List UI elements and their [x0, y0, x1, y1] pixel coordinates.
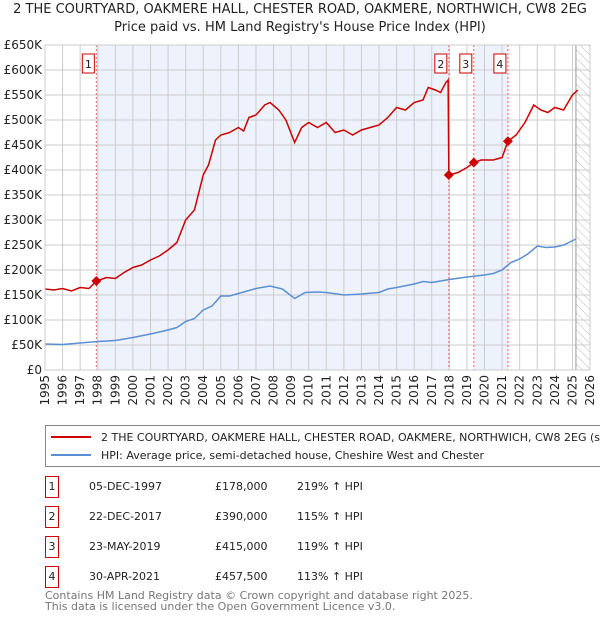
sale-label-number: 2	[437, 58, 444, 71]
x-tick-label: 2008	[267, 375, 281, 406]
sale-label-box	[493, 53, 507, 74]
x-tick-label: 2024	[548, 375, 562, 406]
x-tick-label: 2016	[407, 375, 421, 406]
y-tick-label: £650K	[4, 38, 44, 52]
legend-item-hpi: HPI: Average price, semi-detached house,…	[51, 447, 484, 463]
sale-point	[502, 136, 513, 147]
x-tick-label: 2025	[565, 375, 579, 406]
y-tick-label: £400K	[4, 163, 44, 177]
sale-hpi-change: 119% ↑ HPI	[297, 540, 363, 553]
footer-licence: This data is licensed under the Open Gov…	[45, 600, 396, 613]
x-tick-label: 2022	[513, 375, 527, 406]
y-tick-label: £450K	[4, 138, 44, 152]
x-tick-label: 1995	[38, 375, 52, 406]
sale-price: £390,000	[215, 510, 268, 523]
sale-label-number: 1	[85, 58, 92, 71]
y-tick-label: £500K	[4, 113, 44, 127]
x-tick-label: 1998	[91, 375, 105, 406]
x-tick-label: 2017	[425, 375, 439, 406]
x-tick-label: 2000	[126, 375, 140, 406]
legend-item-price: 2 THE COURTYARD, OAKMERE HALL, CHESTER R…	[51, 429, 600, 445]
sale-point	[443, 170, 454, 180]
x-tick-label: 2004	[196, 375, 210, 406]
x-tick-label: 2012	[337, 375, 351, 406]
sale-label-box	[81, 53, 95, 74]
x-tick-label: 2001	[143, 375, 157, 406]
legend-swatch-hpi	[51, 454, 91, 456]
sale-date: 22-DEC-2017	[89, 510, 163, 523]
sale-date: 23-MAY-2019	[89, 540, 161, 553]
x-tick-label: 2011	[319, 375, 333, 406]
price-chart: 1995 1996 1997 1998 1999 2000 2001 2002 2003 2004…	[4, 38, 597, 406]
sale-point	[91, 276, 102, 286]
legend-label-hpi: HPI: Average price, semi-detached house,…	[101, 448, 485, 462]
sale-price: £415,000	[215, 540, 268, 553]
legend: 2 THE COURTYARD, OAKMERE HALL, CHESTER R…	[45, 425, 600, 467]
sale-hpi-change: 113% ↑ HPI	[297, 570, 363, 583]
sale-number: 4	[45, 566, 59, 588]
sale-number: 3	[45, 536, 59, 558]
y-tick-label: £200K	[4, 263, 44, 277]
sale-label-box	[434, 53, 448, 74]
y-tick-label: £0	[27, 363, 42, 377]
sale-price: £457,500	[215, 570, 268, 583]
x-tick-label: 2010	[302, 375, 316, 406]
sale-label-number: 4	[496, 58, 503, 71]
x-tick-label: 2023	[530, 375, 544, 406]
plot-border	[44, 44, 591, 371]
x-tick-label: 2006	[231, 375, 245, 406]
x-tick-label: 2021	[495, 375, 509, 406]
x-tick-label: 2005	[214, 375, 228, 406]
forecast-hatch	[575, 45, 590, 370]
y-tick-label: £150K	[4, 288, 44, 302]
x-tick-label: 2020	[478, 375, 492, 406]
y-tick-label: £600K	[4, 63, 44, 77]
legend-label-price: 2 THE COURTYARD, OAKMERE HALL, CHESTER R…	[101, 430, 600, 444]
x-tick-label: 1996	[56, 375, 70, 406]
series-line-hpi	[44, 238, 577, 346]
y-tick-label: £350K	[4, 188, 44, 202]
x-tick-label: 2002	[161, 375, 175, 406]
sale-date: 05-DEC-1997	[89, 480, 163, 493]
sale-hpi-change: 115% ↑ HPI	[297, 510, 363, 523]
x-tick-label: 2015	[390, 375, 404, 406]
x-tick-label: 2019	[460, 375, 474, 406]
y-tick-label: £250K	[4, 238, 44, 252]
x-tick-label: 2009	[284, 375, 298, 406]
y-tick-label: £300K	[4, 213, 44, 227]
shaded-period	[473, 45, 508, 370]
shaded-period	[96, 45, 449, 370]
sale-point	[468, 157, 479, 168]
x-tick-label: 2007	[249, 375, 263, 406]
chart-subtitle: Price paid vs. HM Land Registry's House …	[114, 20, 486, 35]
chart-title: 2 THE COURTYARD, OAKMERE HALL, CHESTER R…	[13, 2, 587, 17]
x-tick-label: 2003	[179, 375, 193, 406]
legend-swatch-price	[51, 436, 91, 438]
y-tick-label: £550K	[4, 88, 44, 102]
sale-label-number: 3	[462, 58, 469, 71]
y-tick-label: £50K	[11, 338, 43, 352]
sale-date: 30-APR-2021	[89, 570, 161, 583]
sale-number: 1	[45, 476, 59, 498]
footer-copyright: Contains HM Land Registry data © Crown c…	[45, 589, 473, 602]
sale-price: £178,000	[215, 480, 268, 493]
x-tick-label: 2014	[372, 375, 386, 406]
x-tick-label: 1997	[73, 375, 87, 406]
x-tick-label: 1999	[108, 375, 122, 406]
sale-label-box	[459, 53, 473, 74]
x-tick-label: 2018	[442, 375, 456, 406]
x-tick-label: 2026	[583, 375, 597, 406]
sale-number: 2	[45, 506, 59, 528]
series-line-price	[44, 78, 579, 292]
x-tick-label: 2013	[354, 375, 368, 406]
y-tick-label: £100K	[4, 313, 44, 327]
sale-hpi-change: 219% ↑ HPI	[297, 480, 363, 493]
